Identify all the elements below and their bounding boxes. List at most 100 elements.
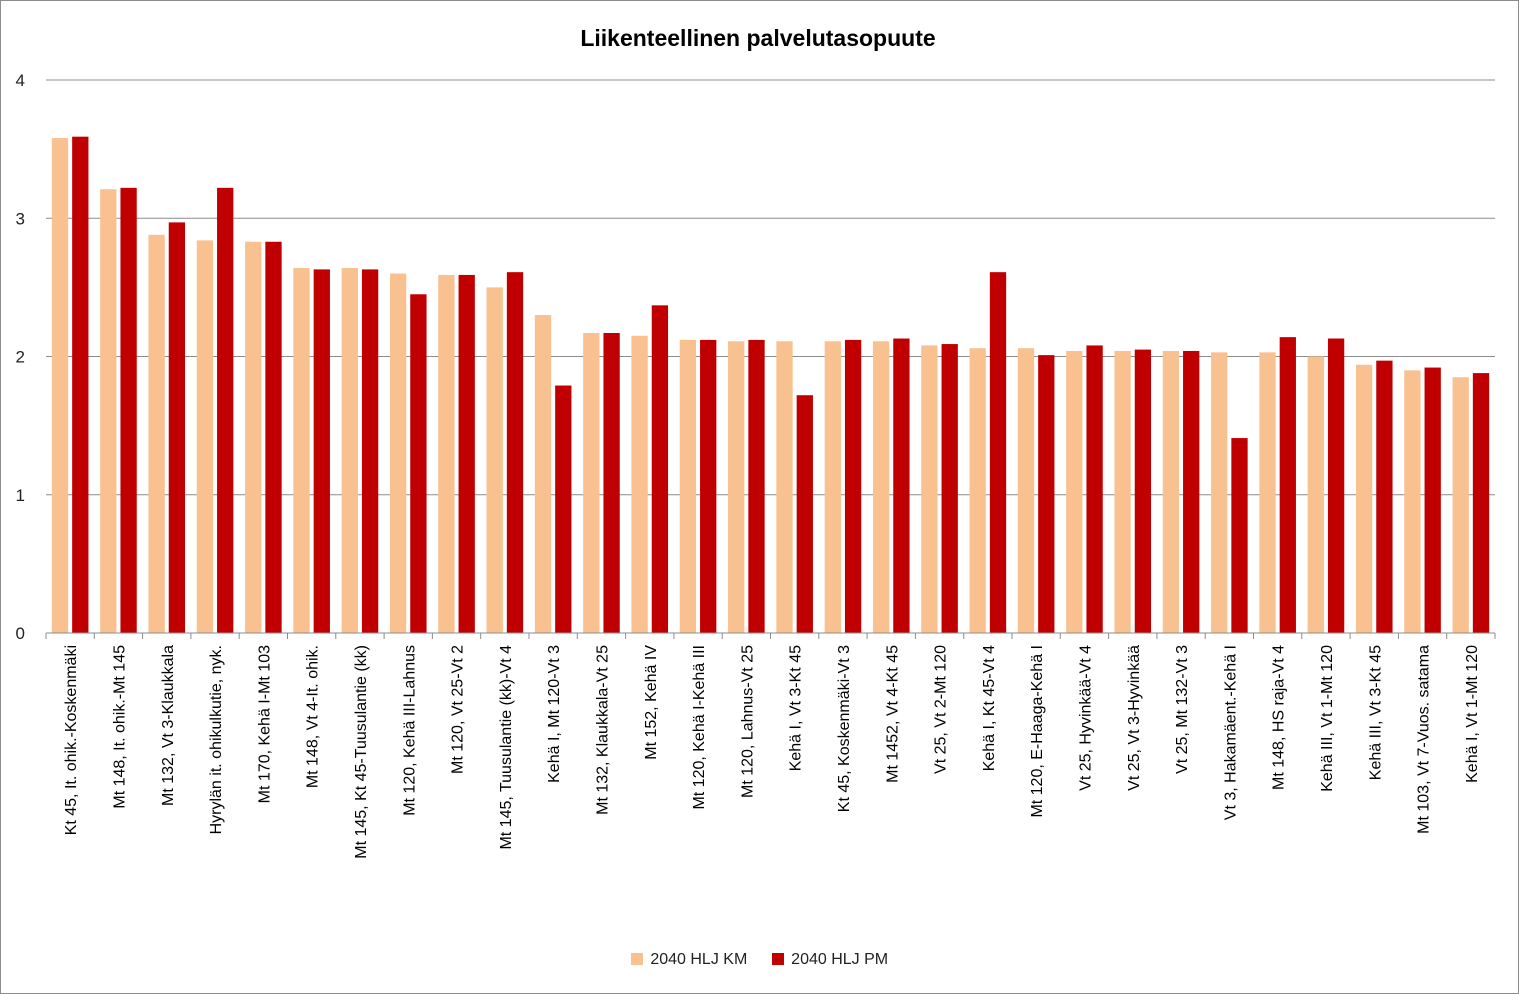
- bar: [921, 345, 938, 633]
- gridlines: [46, 79, 1495, 496]
- bar: [293, 268, 310, 633]
- x-tick-label: Vt 25, Vt 3-Hyvinkää: [1126, 645, 1143, 791]
- x-tick-label: Hyrylän it. ohikulkutie, nyk.: [208, 645, 225, 834]
- x-tick-label: Mt 120, Lahnus-Vt 25: [739, 645, 756, 798]
- legend-swatch-pm: [771, 953, 784, 965]
- x-tick-label: Kehä III, Vt 1-Mt 120: [1319, 645, 1336, 792]
- bar: [776, 341, 793, 633]
- bar: [168, 222, 186, 633]
- bar: [458, 274, 475, 633]
- x-tick-label: Vt 25, Vt 2-Mt 120: [933, 645, 950, 774]
- x-tick-label: Kehä I, Kt 45-Vt 4: [981, 645, 998, 771]
- bar: [1376, 360, 1393, 633]
- x-tick-label: Mt 152, Kehä IV: [643, 645, 660, 760]
- x-tick-label: Mt 120, Vt 25-Vt 2: [450, 645, 467, 774]
- bar: [196, 240, 214, 633]
- bars: [51, 136, 1490, 633]
- bar: [989, 272, 1007, 633]
- x-tick-label: Mt 148, HS raja-Vt 4: [1271, 645, 1288, 790]
- bar: [1259, 352, 1276, 633]
- bar: [51, 138, 69, 633]
- bar: [313, 269, 330, 633]
- bar: [1086, 345, 1103, 633]
- bar: [1183, 350, 1200, 633]
- legend-swatch-km: [630, 953, 643, 965]
- bar: [844, 339, 862, 633]
- x-tick-label: Kt 45, Koskenmäki-Vt 3: [836, 645, 853, 812]
- x-tick-label: Mt 145, Kt 45-Tuusulantie (kk): [353, 645, 370, 859]
- y-tick-label: 2: [16, 348, 25, 367]
- bar: [555, 385, 572, 633]
- x-tick-label: Mt 170, Kehä I-Mt 103: [256, 645, 273, 803]
- x-tick-label: Mt 120, Kehä I-Kehä III: [691, 645, 708, 810]
- bar: [148, 234, 165, 633]
- x-tick-label: Mt 148, Vt 4-It. ohik.: [305, 645, 322, 788]
- bar: [824, 341, 841, 633]
- bar: [410, 294, 427, 633]
- x-tick-label: Mt 120, E-Haaga-Kehä I: [1029, 645, 1046, 818]
- bar: [651, 305, 669, 633]
- bar: [120, 187, 137, 633]
- bar: [872, 341, 890, 633]
- legend-item-km: 2040 HLJ KM: [630, 951, 747, 969]
- bar: [631, 335, 648, 633]
- bar: [361, 269, 379, 633]
- bar: [700, 339, 717, 633]
- x-tick-label: Kehä I, Vt 3-Kt 45: [788, 645, 805, 771]
- y-tick-label: 3: [16, 209, 25, 228]
- chart-title: Liikenteellinen palvelutasopuute: [580, 25, 935, 51]
- bar: [1307, 356, 1324, 633]
- x-tick-label: Mt 148, It. ohik.-Mt 145: [111, 645, 128, 809]
- x-tick-label: Vt 3, Hakamäent.-Kehä I: [1222, 645, 1239, 820]
- x-tick-label: Kehä III, Vt 3-Kt 45: [1367, 645, 1384, 780]
- bar: [941, 344, 958, 633]
- bar: [1327, 338, 1345, 633]
- bar: [506, 272, 524, 633]
- bar: [389, 273, 407, 633]
- bar: [217, 187, 234, 633]
- bar: [1472, 373, 1490, 633]
- x-axis: [45, 632, 1496, 639]
- bar: [1134, 349, 1152, 633]
- bar: [534, 315, 552, 633]
- bar: [1231, 438, 1248, 633]
- x-tick-label: Vt 25, Hyvinkää-Vt 4: [1077, 645, 1094, 791]
- bar: [1114, 350, 1131, 633]
- x-tick-label: Vt 25, Mt 132-Vt 3: [1174, 645, 1191, 774]
- bar: [583, 332, 600, 633]
- y-tick-label: 4: [16, 71, 25, 90]
- bar: [728, 341, 745, 633]
- x-tick-label: Kt 45, It. ohik.-Koskenmäki: [63, 645, 80, 835]
- x-tick-label: Mt 132, Klaukkala-Vt 25: [594, 645, 611, 815]
- y-tick-label: 0: [16, 624, 25, 643]
- bar: [245, 241, 262, 633]
- x-tick-label: Kehä I, Vt 1-Mt 120: [1464, 645, 1481, 783]
- bar: [1017, 348, 1035, 633]
- bar: [438, 274, 455, 633]
- bar: [748, 339, 765, 633]
- bar: [100, 189, 117, 633]
- bar: [1452, 377, 1469, 633]
- bar: [1424, 367, 1441, 633]
- bar: [969, 348, 986, 633]
- x-tick-label: Mt 1452, Vt 4-Kt 45: [884, 645, 901, 783]
- bar: [796, 395, 813, 633]
- bar: [679, 339, 697, 633]
- bar: [341, 268, 358, 633]
- bar: [1066, 350, 1083, 633]
- legend: 2040 HLJ KM 2040 HLJ PM: [1, 951, 1518, 969]
- bar: [1279, 337, 1296, 633]
- bar: [1038, 355, 1055, 633]
- bar: [1162, 350, 1180, 633]
- bar: [1355, 364, 1373, 633]
- legend-label-pm: 2040 HLJ PM: [791, 951, 889, 968]
- bar: [1404, 370, 1421, 633]
- x-tick-label: Mt 120, Kehä III-Lahnus: [401, 645, 418, 816]
- bar: [486, 287, 503, 633]
- bar: [265, 241, 282, 633]
- bar: [72, 136, 89, 633]
- x-tick-label: Mt 145, Tuusulantie (kk)-Vt 4: [498, 645, 515, 850]
- bar: [1211, 352, 1228, 633]
